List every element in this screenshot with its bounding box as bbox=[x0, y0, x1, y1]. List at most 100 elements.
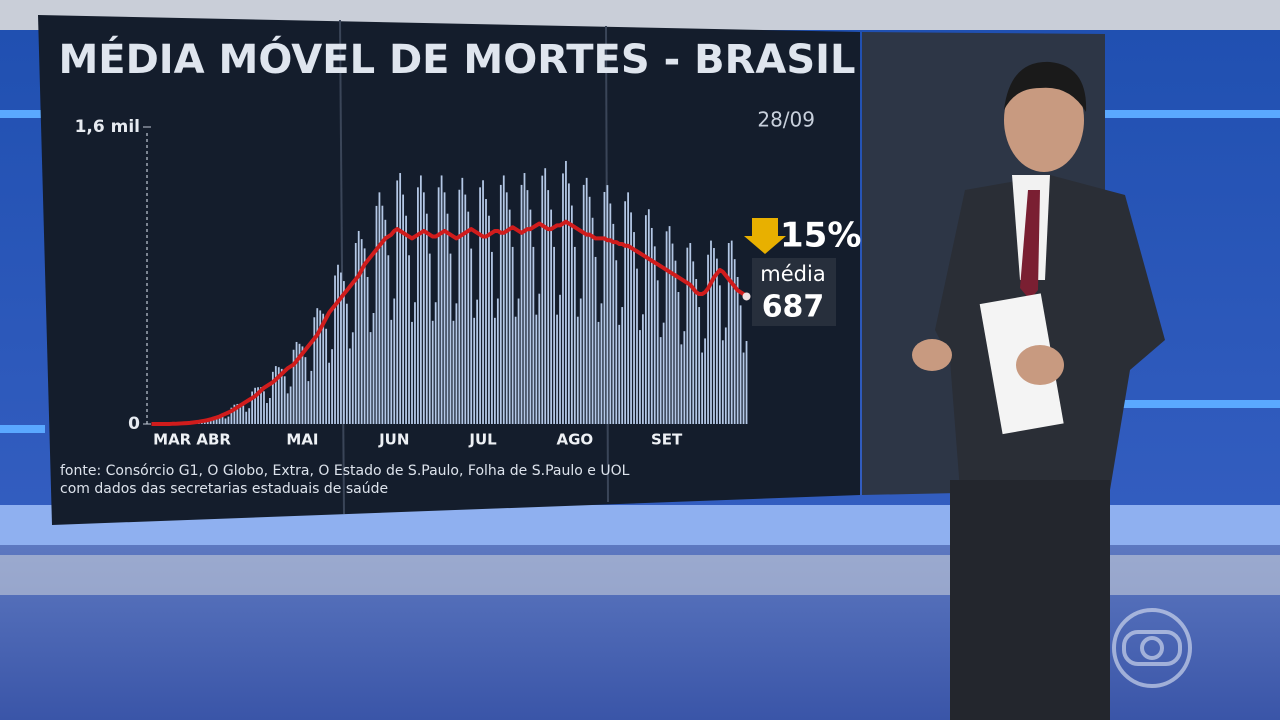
bar bbox=[730, 240, 733, 424]
logo-dot bbox=[1140, 636, 1164, 660]
date-label: 28/09 bbox=[757, 108, 815, 132]
bar bbox=[659, 337, 662, 424]
down-arrow bbox=[744, 218, 786, 254]
bar bbox=[408, 255, 410, 424]
bar bbox=[562, 173, 564, 424]
average-value: 687 bbox=[762, 290, 825, 325]
y-tick-label: 0 bbox=[128, 414, 140, 434]
bar bbox=[224, 418, 227, 424]
light-strip bbox=[1100, 110, 1280, 118]
bar bbox=[298, 343, 301, 424]
bar bbox=[505, 192, 508, 424]
hair bbox=[1004, 61, 1087, 112]
bar bbox=[724, 327, 727, 424]
bar bbox=[733, 259, 736, 424]
bar bbox=[292, 349, 295, 424]
bar bbox=[458, 189, 461, 424]
bar bbox=[508, 209, 511, 424]
bar bbox=[600, 303, 603, 424]
bar bbox=[482, 180, 484, 424]
bar bbox=[517, 298, 520, 424]
bar bbox=[363, 248, 366, 424]
bar bbox=[639, 330, 641, 424]
bar bbox=[647, 209, 650, 424]
screen-seam bbox=[339, 19, 345, 515]
x-tick-label: AGO bbox=[556, 431, 593, 449]
bar bbox=[289, 386, 292, 424]
bar bbox=[440, 175, 443, 424]
bar bbox=[541, 175, 544, 424]
bar bbox=[665, 231, 668, 424]
bar bbox=[701, 352, 704, 424]
bar bbox=[588, 196, 591, 424]
bar bbox=[337, 264, 339, 424]
bar bbox=[621, 307, 624, 424]
bar bbox=[218, 415, 221, 424]
bar bbox=[683, 331, 686, 424]
bar bbox=[550, 209, 553, 424]
tie bbox=[1020, 190, 1040, 300]
bar bbox=[668, 226, 671, 424]
bar bbox=[251, 391, 254, 424]
bar bbox=[642, 314, 644, 424]
moving-average-line bbox=[151, 219, 748, 426]
bar bbox=[328, 362, 330, 424]
bar bbox=[343, 281, 345, 424]
bar bbox=[520, 184, 523, 424]
bar bbox=[369, 332, 372, 424]
bar bbox=[313, 317, 316, 424]
bar bbox=[248, 408, 251, 424]
bar bbox=[431, 320, 434, 424]
light-strip bbox=[0, 425, 45, 433]
bar bbox=[399, 173, 402, 424]
bar bbox=[488, 215, 490, 424]
bar bbox=[606, 185, 609, 424]
bar bbox=[627, 192, 629, 424]
bar bbox=[496, 298, 499, 424]
bar bbox=[579, 298, 582, 424]
bar bbox=[707, 254, 709, 424]
logo-screen bbox=[1122, 630, 1182, 666]
bar bbox=[242, 405, 245, 424]
bar bbox=[538, 293, 541, 424]
bar bbox=[325, 328, 328, 424]
light-strip bbox=[1120, 400, 1280, 408]
bar bbox=[585, 177, 588, 424]
bar bbox=[414, 302, 416, 424]
bar bbox=[713, 248, 715, 424]
bar bbox=[485, 199, 487, 424]
x-tick-label: MAI bbox=[286, 431, 318, 449]
bar bbox=[260, 387, 262, 424]
bar bbox=[630, 212, 632, 424]
bar bbox=[295, 341, 298, 424]
bar bbox=[523, 173, 526, 424]
bar bbox=[357, 230, 360, 424]
bar bbox=[348, 348, 351, 424]
bar bbox=[553, 246, 555, 424]
bar bbox=[375, 205, 378, 424]
bar bbox=[671, 243, 674, 424]
bar bbox=[704, 338, 706, 424]
bar bbox=[736, 276, 739, 424]
broadcaster-logo bbox=[1112, 608, 1192, 688]
bar bbox=[594, 256, 597, 424]
bar bbox=[366, 276, 369, 424]
end-point bbox=[742, 292, 751, 301]
bar bbox=[618, 324, 621, 424]
bar bbox=[464, 194, 467, 424]
bar bbox=[556, 314, 558, 424]
bar bbox=[301, 346, 304, 424]
bar bbox=[322, 313, 325, 424]
bar bbox=[233, 404, 236, 424]
x-tick-label: ABR bbox=[196, 431, 231, 449]
bar bbox=[473, 317, 476, 424]
bar bbox=[381, 205, 384, 424]
logo-ring bbox=[1112, 608, 1192, 688]
bar bbox=[739, 305, 742, 424]
bar bbox=[674, 260, 677, 424]
bar bbox=[384, 219, 387, 424]
bar bbox=[446, 213, 449, 424]
bar bbox=[653, 246, 656, 424]
bar bbox=[266, 403, 268, 424]
